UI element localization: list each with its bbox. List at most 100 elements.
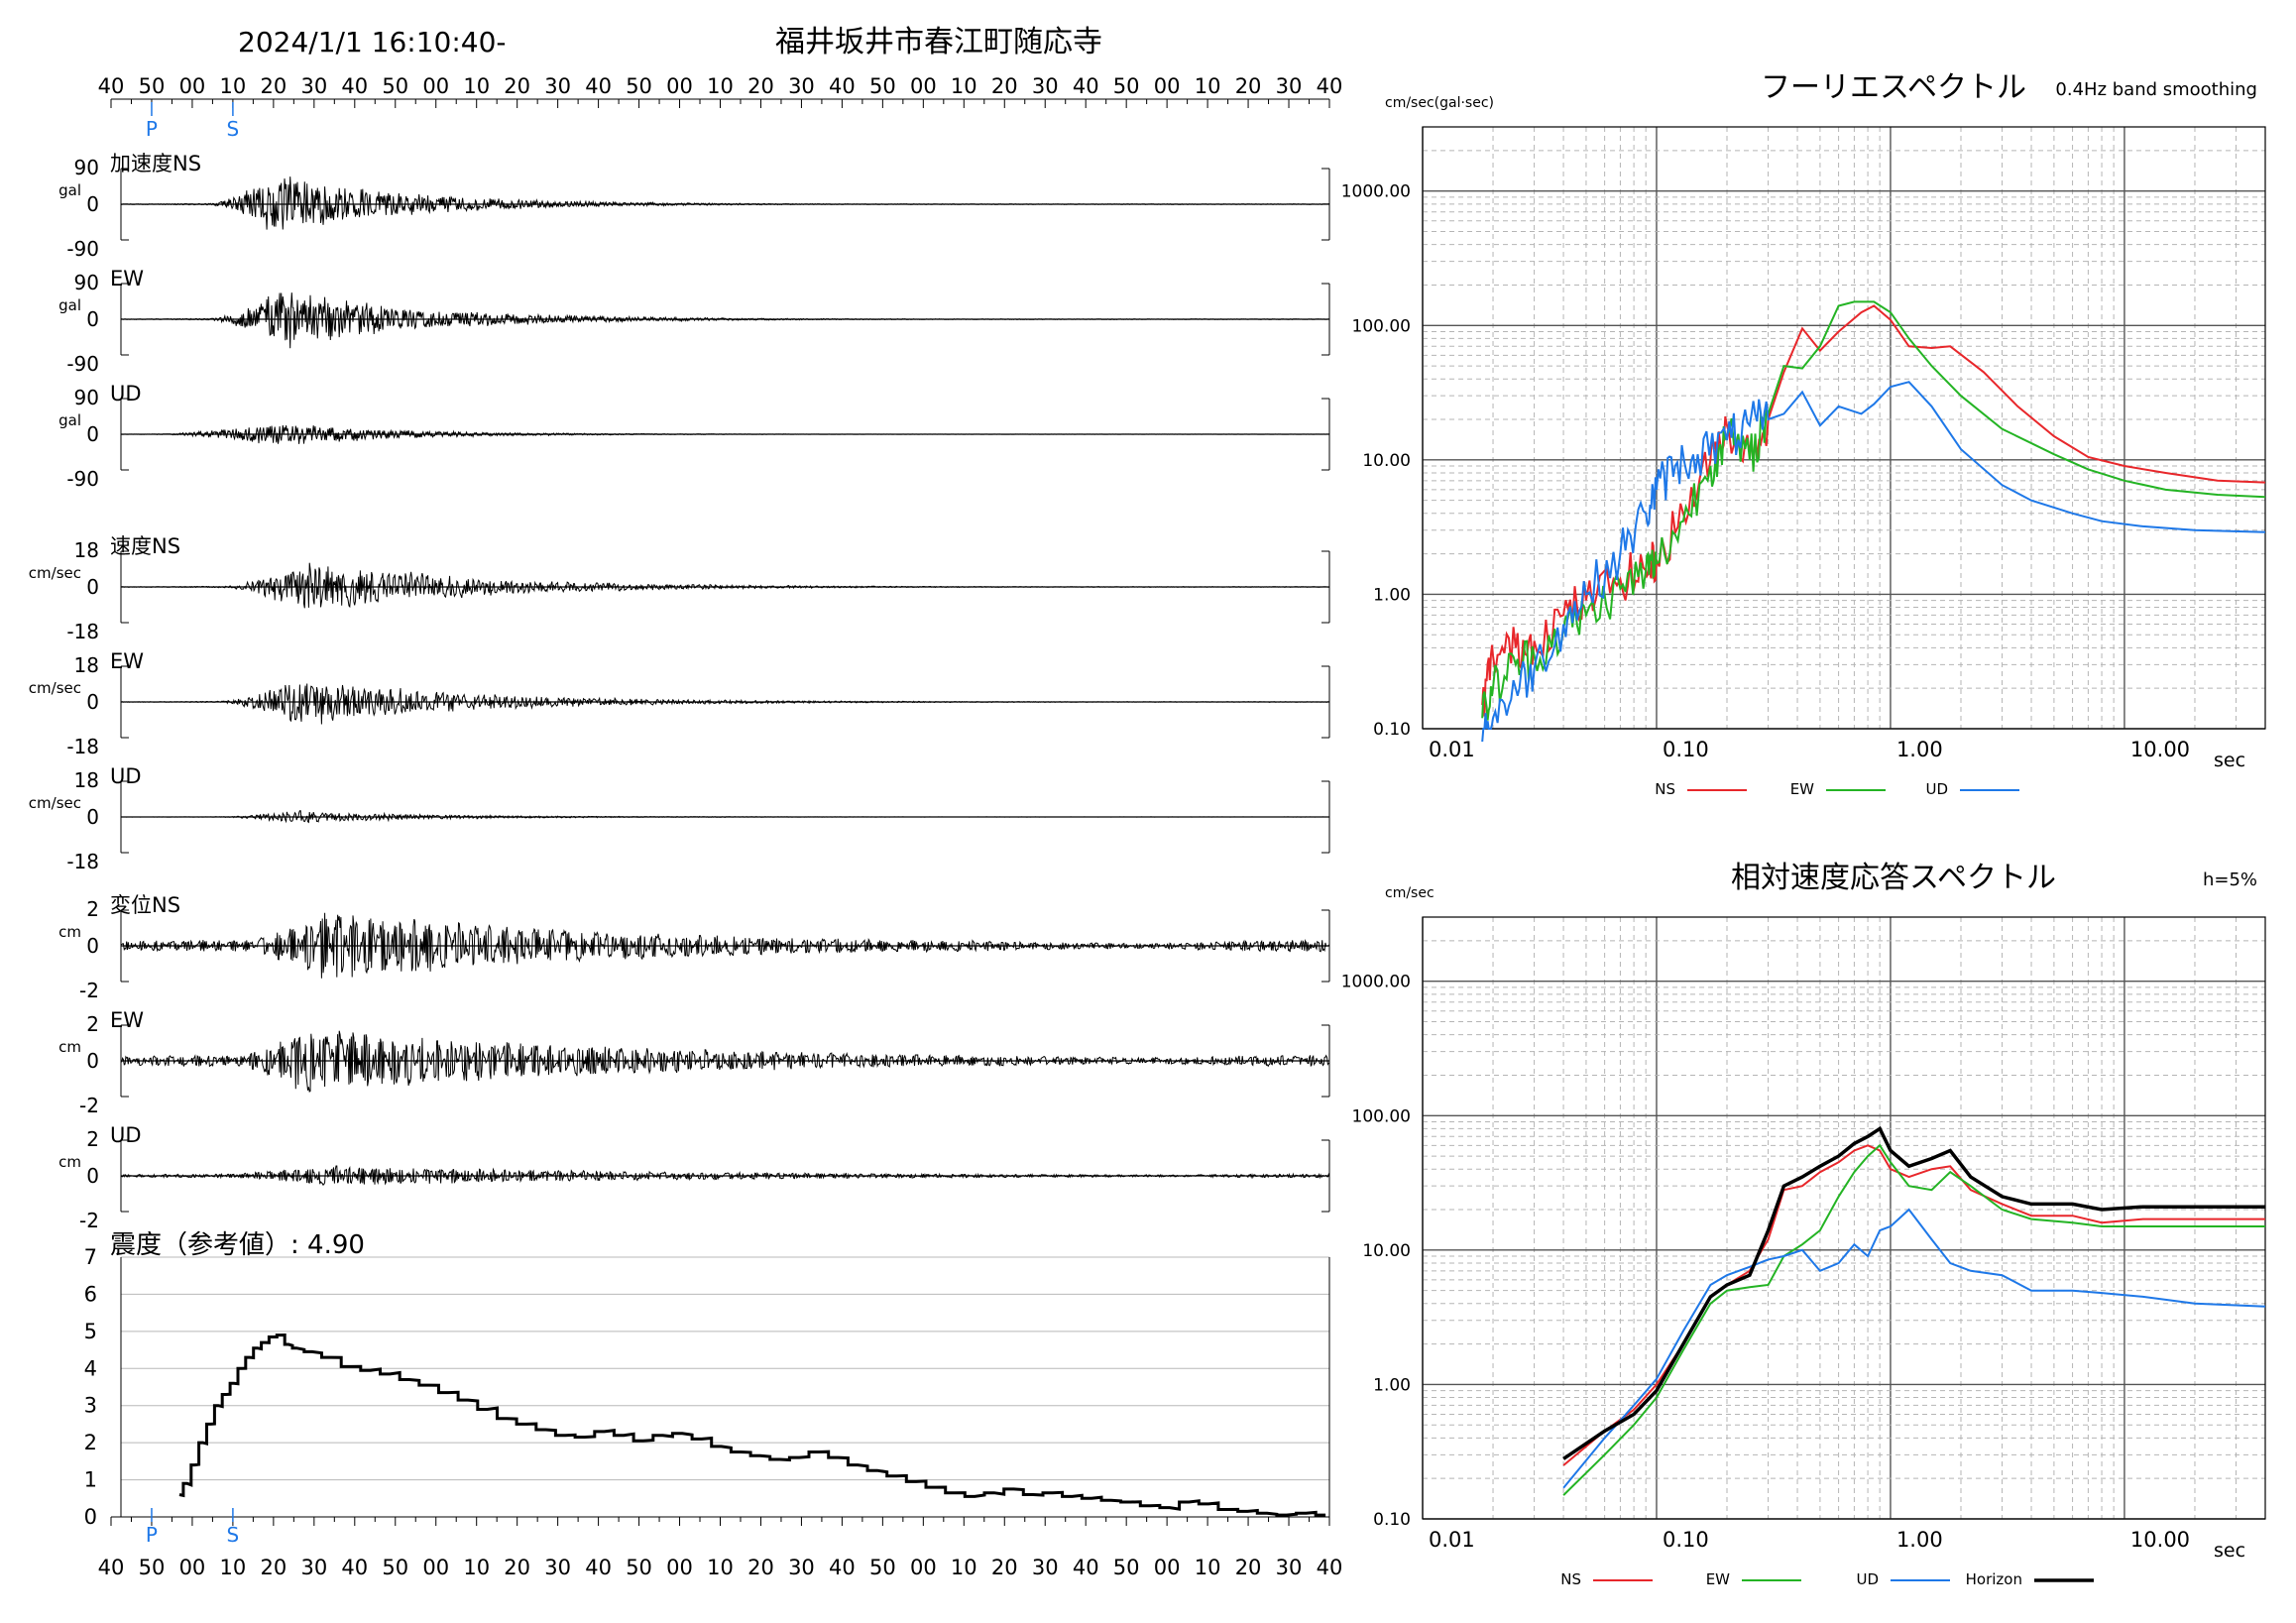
x-tick-label: 0.10 — [1663, 1528, 1709, 1552]
waveform-panel-3: 速度NS 18 0 -18 cm/sec — [29, 534, 1330, 643]
bottom-time-tick-label: 30 — [300, 1556, 327, 1579]
bottom-time-tick-label: 00 — [179, 1556, 206, 1579]
panel-max-label: 2 — [86, 1012, 99, 1036]
series-line-ns — [1481, 304, 2266, 717]
panel-title: UD — [110, 1123, 142, 1147]
bottom-time-tick-label: 30 — [788, 1556, 815, 1579]
panel-min-label: -18 — [66, 735, 99, 758]
y-tick-label: 100.00 — [1352, 1106, 1411, 1126]
bottom-time-tick-label: 30 — [544, 1556, 571, 1579]
panel-max-label: 90 — [74, 386, 99, 409]
panel-title: EW — [110, 267, 144, 290]
top-time-tick-label: 40 — [341, 74, 368, 98]
bottom-time-tick-label: 30 — [1276, 1556, 1303, 1579]
panel-zero-label: 0 — [86, 1049, 99, 1073]
legend-label: NS — [1560, 1570, 1581, 1588]
plot-title: フーリエスペクトル — [1761, 70, 2026, 105]
top-time-tick-label: 10 — [1195, 74, 1221, 98]
bottom-time-tick-label: 20 — [1235, 1556, 1262, 1579]
x-axis-unit: sec — [2214, 750, 2245, 771]
y-tick-label: 1000.00 — [1341, 973, 1411, 992]
top-time-tick-label: 30 — [1032, 74, 1059, 98]
bottom-p-marker: P — [146, 1523, 158, 1547]
y-tick-label: 10.00 — [1362, 1241, 1411, 1261]
bottom-time-tick-label: 10 — [463, 1556, 490, 1579]
header-datetime: 2024/1/1 16:10:40- — [238, 26, 507, 58]
y-axis-unit: cm/sec(gal·sec) — [1385, 95, 1494, 111]
top-time-tick-label: 10 — [463, 74, 490, 98]
waveform-trace — [120, 1165, 1330, 1187]
panel-min-label: -90 — [66, 237, 99, 261]
bottom-time-tick-label: 20 — [991, 1556, 1018, 1579]
series-line-ns — [1562, 1144, 2265, 1466]
x-tick-label: 10.00 — [2130, 1528, 2190, 1552]
intensity-y-tick-label: 6 — [84, 1282, 97, 1306]
panel-min-label: -90 — [66, 352, 99, 376]
plot-subtitle: 0.4Hz band smoothing — [2055, 79, 2257, 100]
panel-zero-label: 0 — [86, 192, 99, 216]
top-time-tick-label: 10 — [951, 74, 977, 98]
series-line-ud — [1562, 1208, 2266, 1489]
top-time-tick-label: 10 — [707, 74, 734, 98]
panel-max-label: 18 — [74, 538, 99, 562]
top-time-tick-label: 50 — [139, 74, 166, 98]
bottom-time-tick-label: 00 — [910, 1556, 937, 1579]
panel-title: UD — [110, 764, 142, 788]
panel-unit: cm — [58, 1153, 81, 1171]
top-time-tick-label: 00 — [422, 74, 449, 98]
bottom-s-marker: S — [227, 1523, 240, 1547]
top-time-tick-label: 20 — [991, 74, 1018, 98]
panel-unit: cm/sec — [29, 794, 81, 812]
series-line-horizon — [1562, 1125, 2265, 1460]
bottom-time-tick-label: 30 — [1032, 1556, 1059, 1579]
top-time-tick-label: 40 — [1317, 74, 1343, 98]
panel-max-label: 90 — [74, 271, 99, 294]
plot-frame — [1422, 916, 2266, 1520]
intensity-trace — [178, 1333, 1326, 1517]
x-tick-label: 0.01 — [1429, 738, 1475, 761]
spectrum-section: 0.01 0.10 1.00 10.00 sec 0.10 1.00 10.00 100.00 1… — [1341, 70, 2266, 1588]
waveform-panel-4: EW 18 0 -18 cm/sec — [29, 649, 1330, 758]
waveform-panel-0: 加速度NS 90 0 -90 gal — [58, 152, 1330, 261]
bottom-time-tick-label: 20 — [260, 1556, 287, 1579]
top-time-tick-label: 20 — [747, 74, 774, 98]
bottom-time-tick-label: 10 — [1195, 1556, 1221, 1579]
waveform-panel-2: UD 90 0 -90 gal — [58, 382, 1330, 491]
spectrum-plot-1: 0.01 0.10 1.00 10.00 sec 0.10 1.00 10.00 100.00 1… — [1341, 861, 2266, 1588]
bottom-time-tick-label: 40 — [341, 1556, 368, 1579]
bottom-time-tick-label: 10 — [707, 1556, 734, 1579]
spectrum-plot-0: 0.01 0.10 1.00 10.00 sec 0.10 1.00 10.00 100.00 1… — [1341, 70, 2266, 798]
panel-unit: gal — [58, 296, 81, 314]
panel-unit: cm — [58, 1038, 81, 1056]
y-tick-label: 10.00 — [1362, 451, 1411, 471]
waveform-trace — [120, 176, 1330, 230]
panel-title: 変位NS — [110, 893, 180, 917]
top-time-tick-label: 30 — [788, 74, 815, 98]
x-tick-label: 1.00 — [1896, 1528, 1943, 1552]
bottom-time-tick-label: 40 — [98, 1556, 125, 1579]
legend-label: UD — [1856, 1570, 1879, 1588]
panel-max-label: 18 — [74, 768, 99, 792]
bottom-time-tick-label: 40 — [1317, 1556, 1343, 1579]
waveform-trace — [120, 1030, 1330, 1093]
top-time-tick-label: 20 — [260, 74, 287, 98]
bottom-time-tick-label: 00 — [422, 1556, 449, 1579]
top-time-tick-label: 30 — [544, 74, 571, 98]
top-time-tick-label: 40 — [829, 74, 856, 98]
bottom-time-tick-label: 40 — [829, 1556, 856, 1579]
top-time-tick-label: 20 — [1235, 74, 1262, 98]
x-axis-unit: sec — [2214, 1540, 2245, 1562]
legend-label: Horizon — [1966, 1570, 2022, 1588]
bottom-time-tick-label: 50 — [869, 1556, 896, 1579]
panel-max-label: 90 — [74, 156, 99, 179]
series-line-ew — [1562, 1143, 2265, 1496]
legend-label: EW — [1790, 780, 1814, 798]
top-time-tick-label: 00 — [910, 74, 937, 98]
top-time-tick-label: 00 — [666, 74, 693, 98]
top-time-tick-label: 40 — [98, 74, 125, 98]
intensity-panel: 震度（参考値）: 4.90 0 1 2 3 4 5 6 7 — [84, 1230, 1330, 1529]
bottom-time-tick-label: 20 — [747, 1556, 774, 1579]
top-time-tick-label: 50 — [382, 74, 408, 98]
intensity-y-tick-label: 3 — [84, 1394, 97, 1418]
panel-min-label: -2 — [79, 979, 99, 1002]
